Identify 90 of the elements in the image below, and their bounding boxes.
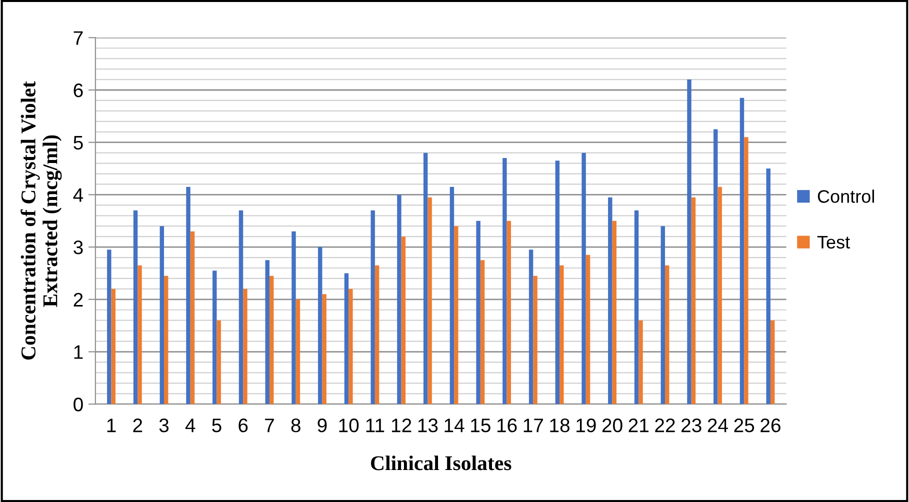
bar [397,194,402,404]
bar [691,197,696,404]
bar [107,250,112,404]
x-tick-label: 14 [444,418,464,432]
bar [480,260,485,404]
bar [133,210,138,404]
x-tick-label: 11 [366,418,384,432]
x-axis-title: Clinical Isolates [370,456,512,470]
bar [212,270,217,404]
bar [344,273,349,404]
x-tick-label: 13 [418,418,438,432]
x-tick-label: 2 [133,418,142,432]
bar [506,220,512,404]
x-tick-label: 18 [550,418,570,432]
bar [586,254,590,404]
x-tick-label: 4 [185,418,196,432]
bar [401,236,406,404]
x-tick-label: 16 [497,418,517,432]
bar [428,197,432,404]
bar [370,210,375,404]
x-tick-label: 3 [159,418,169,432]
bar [423,152,428,404]
y-tick-label: 5 [74,136,83,150]
bar [269,276,274,404]
bar [744,137,748,404]
bar [638,320,643,404]
bar [238,210,244,404]
bar [164,276,168,404]
y-tick-label: 6 [74,83,83,98]
bar [664,265,670,404]
x-tick-label: 12 [392,418,412,432]
bar [740,98,744,404]
bar [322,294,326,404]
bar [770,320,775,404]
bar [660,226,665,404]
y-tick-label: 2 [74,292,83,306]
x-tick-label: 19 [576,418,596,432]
y-tick-label: 0 [74,398,83,412]
bar [292,231,296,404]
x-tick-label: 9 [318,418,327,432]
x-tick-label: 23 [682,418,702,432]
bar [318,247,322,404]
bar [582,152,586,404]
bar [374,265,380,404]
bar [450,186,454,404]
legend-label: Test [817,236,850,249]
bar [555,160,560,404]
bar [718,186,722,404]
bar [766,168,770,404]
x-tick-label: 1 [107,418,116,432]
legend-label: Control [818,190,874,203]
y-tick-label: 1 [74,345,83,359]
bar [296,299,300,404]
x-tick-label: 17 [524,418,543,432]
bar [243,288,248,404]
y-tick-label: 7 [74,31,83,45]
bar [160,226,164,404]
bar [190,231,195,404]
bar [714,129,718,404]
bar [608,197,612,404]
y-tick-label: 4 [73,188,84,202]
bar [454,226,458,404]
bar [533,276,538,404]
x-tick-label: 6 [238,418,248,432]
bar [612,220,616,404]
y-axis-title: Concentration of Crystal Violet Extracted (mcg/ml) [20,81,62,360]
x-tick-label: 10 [339,418,359,432]
bar [186,186,190,404]
bar [502,158,507,404]
bar [216,320,221,404]
y-tick-label: 3 [74,240,83,254]
x-tick-label: 21 [628,418,648,432]
bar [348,288,353,404]
x-tick-label: 20 [602,418,622,432]
x-tick-label: 24 [708,418,728,432]
x-tick-label: 26 [760,418,780,432]
bar [138,265,142,404]
bar [528,250,534,404]
x-tick-label: 8 [291,418,300,432]
bar [560,265,564,404]
x-tick-label: 22 [655,418,675,432]
x-tick-label: 15 [471,418,490,432]
bar [476,220,480,404]
x-tick-label: 5 [212,418,222,432]
bar [111,288,116,404]
bar [634,210,639,404]
bar [687,80,692,404]
bar [265,260,270,404]
x-tick-label: 7 [265,418,274,432]
x-tick-label: 25 [734,418,754,432]
